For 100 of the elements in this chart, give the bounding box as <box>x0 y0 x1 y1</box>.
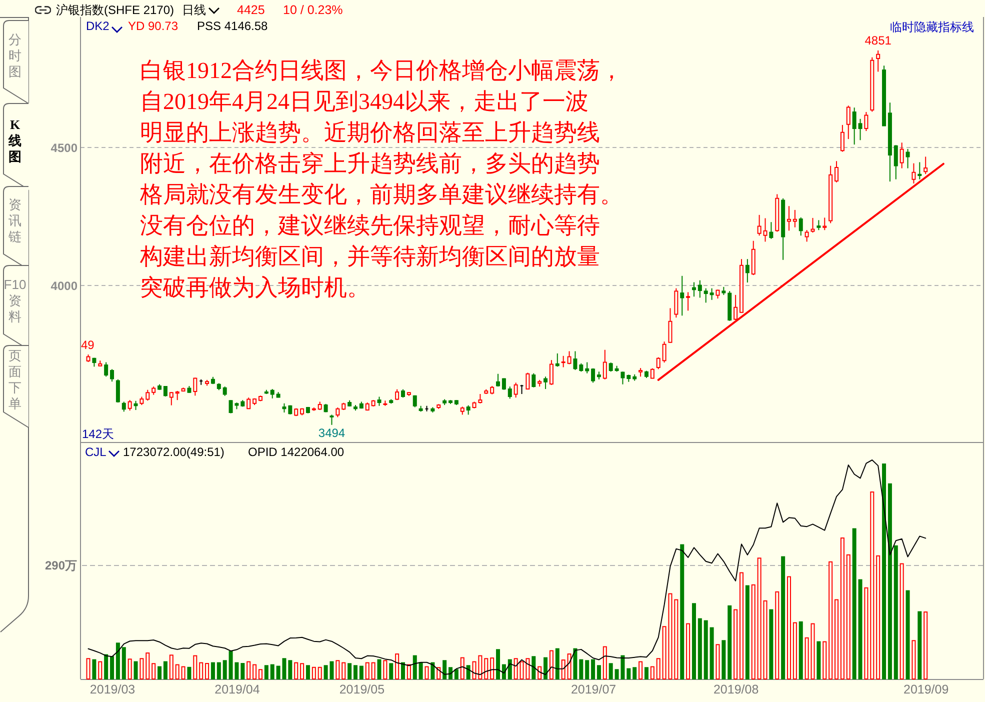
bar <box>490 657 494 680</box>
candlestick <box>169 392 174 406</box>
candlestick <box>134 400 138 410</box>
candlestick <box>555 352 560 368</box>
candlestick <box>763 218 768 242</box>
bar <box>751 584 756 680</box>
candlestick <box>852 107 856 146</box>
bar <box>644 667 648 680</box>
text: OPID 1422064.00 <box>248 445 344 460</box>
bar <box>163 661 168 680</box>
candlestick <box>330 414 334 426</box>
bar <box>412 655 417 680</box>
x-tick-label: 2019/04 <box>214 682 260 696</box>
bar <box>864 587 868 680</box>
bar <box>514 658 518 680</box>
candlestick <box>128 400 132 412</box>
bar <box>442 660 447 680</box>
y-tick-label: 4500 <box>50 140 78 155</box>
text: 页面下单 <box>8 348 22 412</box>
bar <box>508 659 512 680</box>
bar <box>158 666 162 680</box>
bar <box>870 491 874 680</box>
text: 日线 <box>182 2 206 18</box>
bar <box>544 657 548 680</box>
bar <box>591 659 596 680</box>
bar <box>680 544 684 680</box>
bar <box>924 611 928 680</box>
candlestick <box>798 216 803 236</box>
bar <box>882 463 886 680</box>
bar <box>401 662 406 680</box>
bar <box>798 621 803 680</box>
x-tick-label: 2019/09 <box>904 682 949 696</box>
candlestick <box>567 350 572 365</box>
annotation: PSS 4146.58 <box>197 18 268 34</box>
bar <box>567 654 572 680</box>
bar <box>312 666 316 680</box>
x-tick-label: 2019/03 <box>90 682 136 696</box>
bar <box>906 590 910 680</box>
bar <box>116 642 120 680</box>
bar <box>454 669 458 680</box>
bar <box>270 664 274 680</box>
candlestick <box>668 308 672 344</box>
bar <box>822 641 827 680</box>
candlestick <box>466 404 470 416</box>
candlestick <box>810 217 815 234</box>
bar <box>828 561 833 680</box>
bar <box>722 640 726 680</box>
bar <box>193 655 198 680</box>
bar <box>585 660 590 680</box>
candlestick <box>561 355 566 368</box>
bar <box>466 665 470 680</box>
bar <box>918 611 922 680</box>
x-tick-label: 2019/08 <box>713 682 759 696</box>
bar <box>792 622 797 680</box>
candlestick <box>924 156 928 175</box>
bar <box>734 609 738 680</box>
bar <box>348 663 352 680</box>
bar <box>252 664 257 680</box>
bar <box>306 665 310 680</box>
candlestick <box>846 105 850 140</box>
bar <box>342 662 346 680</box>
bar <box>532 656 536 680</box>
bar <box>579 659 584 680</box>
bar <box>484 658 488 680</box>
bar <box>716 644 720 680</box>
bar <box>460 657 464 680</box>
candlestick <box>116 378 120 404</box>
candlestick <box>532 372 536 388</box>
x-tick-label: 2019/07 <box>570 682 616 696</box>
bar <box>573 648 578 680</box>
candlestick <box>900 142 904 169</box>
bar <box>632 667 637 680</box>
bar <box>692 603 696 680</box>
ref-line-label: 290万 <box>44 558 77 573</box>
bar <box>181 666 186 680</box>
bar <box>608 663 613 680</box>
bar <box>740 572 744 680</box>
bar <box>128 658 132 680</box>
bar <box>98 661 102 680</box>
bar <box>769 609 774 680</box>
candlestick <box>526 372 530 390</box>
bar <box>834 599 839 680</box>
bar <box>122 647 126 680</box>
bar <box>912 640 916 680</box>
bar <box>110 656 114 680</box>
bar <box>894 545 898 680</box>
text: 分时图 <box>8 32 22 80</box>
candlestick <box>894 144 898 180</box>
bar <box>496 649 500 680</box>
candlestick <box>757 214 762 236</box>
bar <box>134 661 138 680</box>
candlestick <box>734 294 738 321</box>
text: F10资料 <box>3 277 27 325</box>
bar <box>418 662 423 680</box>
candlestick <box>222 386 227 396</box>
text: 10 / 0.23% <box>283 2 343 18</box>
candlestick <box>549 360 554 386</box>
bar <box>222 660 227 680</box>
bar <box>876 555 880 680</box>
bar <box>318 666 322 680</box>
